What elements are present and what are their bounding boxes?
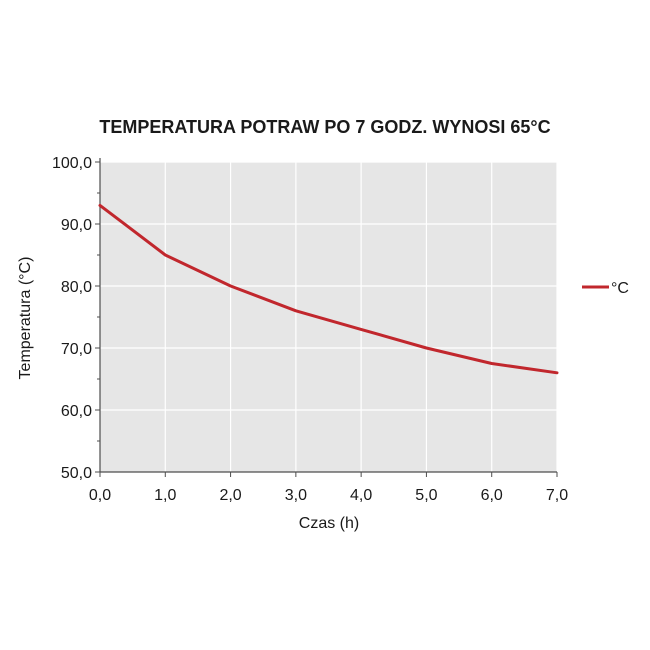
series-lines [98,203,559,375]
plot-area [100,162,557,472]
legend-label: °C [611,280,629,297]
y-tick-label: 50,0 [61,465,92,482]
series-line [98,203,559,375]
plot-background [100,162,557,472]
x-tick-label: 3,0 [285,487,307,504]
chart-title: TEMPERATURA POTRAW PO 7 GODZ. WYNOSI 65°… [99,117,550,137]
x-axis-ticks: 0,0 1,0 2,0 3,0 4,0 5,0 6,0 7,0 [89,472,568,504]
y-tick-label: 70,0 [61,341,92,358]
grid-lines [100,161,558,472]
y-tick-label: 100,0 [52,155,92,172]
x-tick-label: 6,0 [481,487,503,504]
y-tick-label: 90,0 [61,217,92,234]
x-tick-label: 5,0 [415,487,437,504]
axes [99,158,557,473]
y-tick-label: 80,0 [61,279,92,296]
legend: °C [582,280,629,297]
y-axis-ticks: 100,0 90,0 80,0 70,0 60,0 50,0 [52,155,100,482]
x-tick-label: 4,0 [350,487,372,504]
x-tick-label: 7,0 [546,487,568,504]
x-tick-label: 2,0 [219,487,241,504]
x-axis-label: Czas (h) [299,515,359,532]
y-axis-label: Temperatura (°C) [17,257,34,380]
y-tick-label: 60,0 [61,403,92,420]
x-tick-label: 0,0 [89,487,111,504]
x-tick-label: 1,0 [154,487,176,504]
